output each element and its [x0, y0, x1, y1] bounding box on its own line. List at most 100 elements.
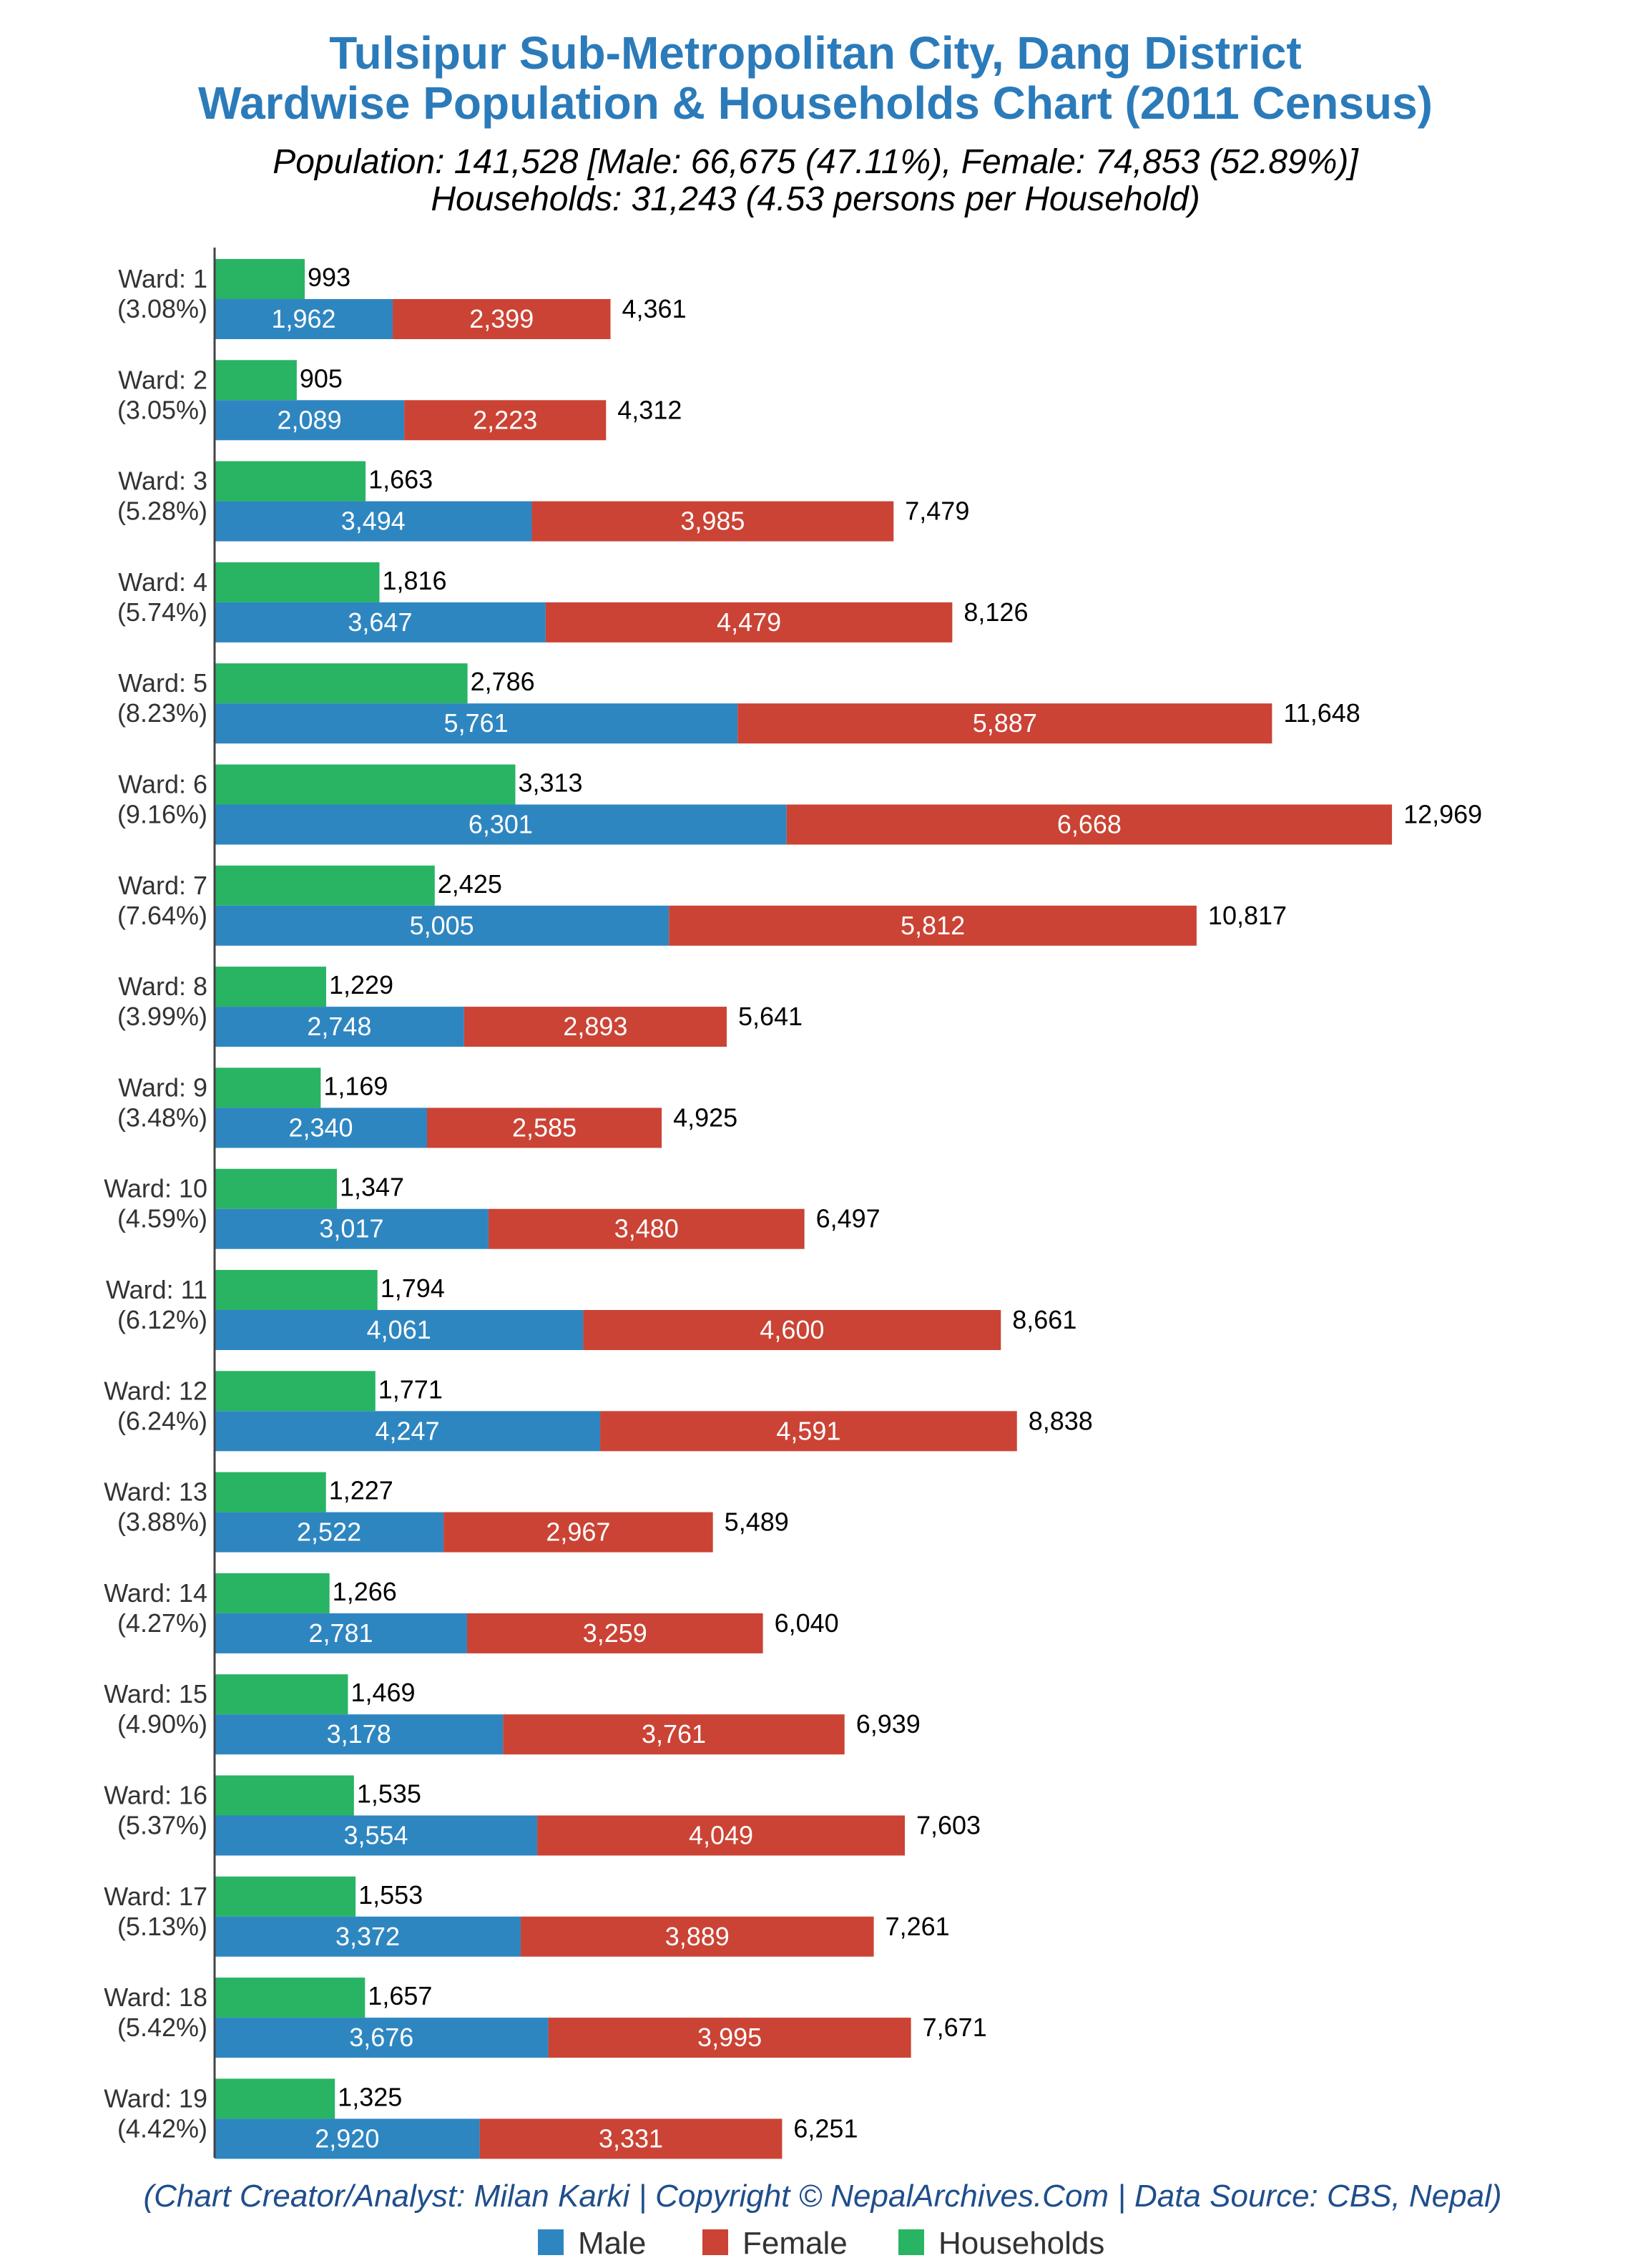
- ward-row: Ward: 17(5.13%) 1,553 3,372 3,889 7,261: [104, 1876, 950, 1957]
- households-bar: [215, 1270, 378, 1310]
- male-value-label: 2,781: [308, 1618, 373, 1648]
- female-bar: [737, 703, 1272, 744]
- female-bar: [466, 1613, 763, 1653]
- households-bar: [215, 1775, 354, 1816]
- female-value-label: 3,995: [697, 2023, 762, 2052]
- male-value-label: 2,089: [278, 405, 342, 434]
- ward-share-label: (9.16%): [117, 800, 207, 829]
- female-value-label: 3,331: [599, 2123, 663, 2153]
- female-bar: [404, 400, 607, 441]
- female-value-label: 4,591: [776, 1416, 840, 1445]
- ward-share-label: (5.28%): [117, 497, 207, 526]
- total-value-label: 4,925: [673, 1103, 737, 1132]
- households-bar: [215, 764, 516, 805]
- total-value-label: 11,648: [1283, 698, 1360, 728]
- households-value-label: 1,325: [338, 2082, 402, 2111]
- households-bar: [215, 2078, 335, 2119]
- households-value-label: 1,535: [357, 1779, 421, 1809]
- male-bar: [215, 400, 405, 441]
- ward-label: Ward: 8: [118, 972, 207, 1001]
- legend-label-female: Female: [742, 2226, 848, 2261]
- ward-share-label: (3.99%): [117, 1002, 207, 1031]
- male-value-label: 3,178: [327, 1719, 391, 1749]
- ward-label: Ward: 6: [118, 770, 207, 799]
- ward-label: Ward: 5: [118, 668, 207, 698]
- ward-row: Ward: 6(9.16%) 3,313 6,301 6,668 12,969: [117, 764, 1482, 845]
- ward-row: Ward: 16(5.37%) 1,535 3,554 4,049 7,603: [104, 1775, 981, 1856]
- female-value-label: 6,668: [1057, 810, 1122, 839]
- ward-row: Ward: 11(6.12%) 1,794 4,061 4,600 8,661: [106, 1270, 1076, 1350]
- female-bar: [548, 2018, 911, 2058]
- ward-row: Ward: 5(8.23%) 2,786 5,761 5,887 11,648: [117, 663, 1360, 744]
- households-bar: [215, 1573, 330, 1613]
- ward-label: Ward: 17: [104, 1882, 207, 1911]
- households-bar: [215, 259, 305, 299]
- total-value-label: 6,251: [793, 2113, 858, 2143]
- ward-share-label: (6.24%): [117, 1406, 207, 1435]
- ward-row: Ward: 18(5.42%) 1,657 3,676 3,995 7,671: [104, 1978, 987, 2058]
- male-value-label: 3,494: [341, 507, 406, 536]
- female-value-label: 2,585: [512, 1113, 577, 1142]
- households-value-label: 1,553: [358, 1880, 423, 1910]
- households-bar: [215, 562, 380, 602]
- female-value-label: 2,223: [473, 405, 537, 434]
- ward-row: Ward: 14(4.27%) 1,266 2,781 3,259 6,040: [104, 1573, 839, 1653]
- male-value-label: 5,761: [444, 708, 509, 738]
- chart-title-line-2: Wardwise Population & Households Chart (…: [198, 77, 1433, 129]
- male-value-label: 2,748: [307, 1012, 371, 1041]
- legend-swatch-households: [898, 2229, 924, 2255]
- households-value-label: 1,771: [378, 1374, 443, 1404]
- male-bar: [215, 1208, 489, 1249]
- total-value-label: 7,261: [886, 1912, 950, 1941]
- female-value-label: 4,479: [717, 607, 781, 637]
- households-bar: [215, 360, 297, 401]
- chart-credit: (Chart Creator/Analyst: Milan Karki | Co…: [143, 2179, 1501, 2214]
- total-value-label: 8,126: [963, 597, 1028, 627]
- male-value-label: 4,061: [367, 1315, 431, 1344]
- ward-label: Ward: 18: [104, 1983, 207, 2012]
- total-value-label: 10,817: [1208, 901, 1287, 930]
- households-bar: [215, 865, 435, 906]
- female-value-label: 4,600: [760, 1315, 824, 1344]
- households-bar: [215, 1168, 337, 1209]
- male-bar: [215, 1411, 601, 1452]
- ward-label: Ward: 11: [106, 1275, 207, 1304]
- ward-row: Ward: 10(4.59%) 1,347 3,017 3,480 6,497: [104, 1168, 881, 1249]
- female-value-label: 5,887: [973, 708, 1037, 738]
- total-value-label: 7,603: [916, 1811, 981, 1840]
- ward-share-label: (5.74%): [117, 597, 207, 627]
- households-value-label: 1,266: [333, 1577, 397, 1606]
- male-bar: [215, 1613, 467, 1653]
- ward-label: Ward: 19: [104, 2083, 207, 2113]
- female-bar: [545, 602, 953, 642]
- households-value-label: 905: [300, 363, 343, 393]
- legend-swatch-male: [538, 2229, 564, 2255]
- female-value-label: 3,889: [665, 1922, 730, 1951]
- ward-row: Ward: 13(3.88%) 1,227 2,522 2,967 5,489: [104, 1472, 789, 1553]
- female-bar: [537, 1815, 905, 1856]
- households-value-label: 1,794: [381, 1274, 445, 1303]
- male-bar: [215, 905, 670, 946]
- legend-label-male: Male: [578, 2226, 646, 2261]
- ward-label: Ward: 1: [118, 264, 207, 293]
- ward-share-label: (3.48%): [117, 1103, 207, 1132]
- total-value-label: 4,361: [622, 294, 687, 323]
- ward-share-label: (5.42%): [117, 2013, 207, 2042]
- male-value-label: 2,920: [315, 2123, 379, 2153]
- female-bar: [443, 1512, 713, 1553]
- total-value-label: 7,671: [923, 2013, 987, 2042]
- households-bar: [215, 1371, 376, 1412]
- total-value-label: 6,497: [816, 1204, 881, 1233]
- households-value-label: 1,663: [368, 465, 433, 494]
- female-bar: [464, 1007, 727, 1047]
- male-value-label: 1,962: [271, 304, 335, 333]
- total-value-label: 7,479: [905, 497, 969, 526]
- total-value-label: 5,489: [725, 1507, 789, 1537]
- households-value-label: 2,786: [471, 667, 535, 696]
- female-value-label: 3,259: [583, 1618, 647, 1648]
- total-value-label: 4,312: [617, 395, 682, 424]
- total-value-label: 12,969: [1403, 800, 1482, 829]
- female-bar: [393, 299, 611, 339]
- female-value-label: 4,049: [689, 1821, 753, 1850]
